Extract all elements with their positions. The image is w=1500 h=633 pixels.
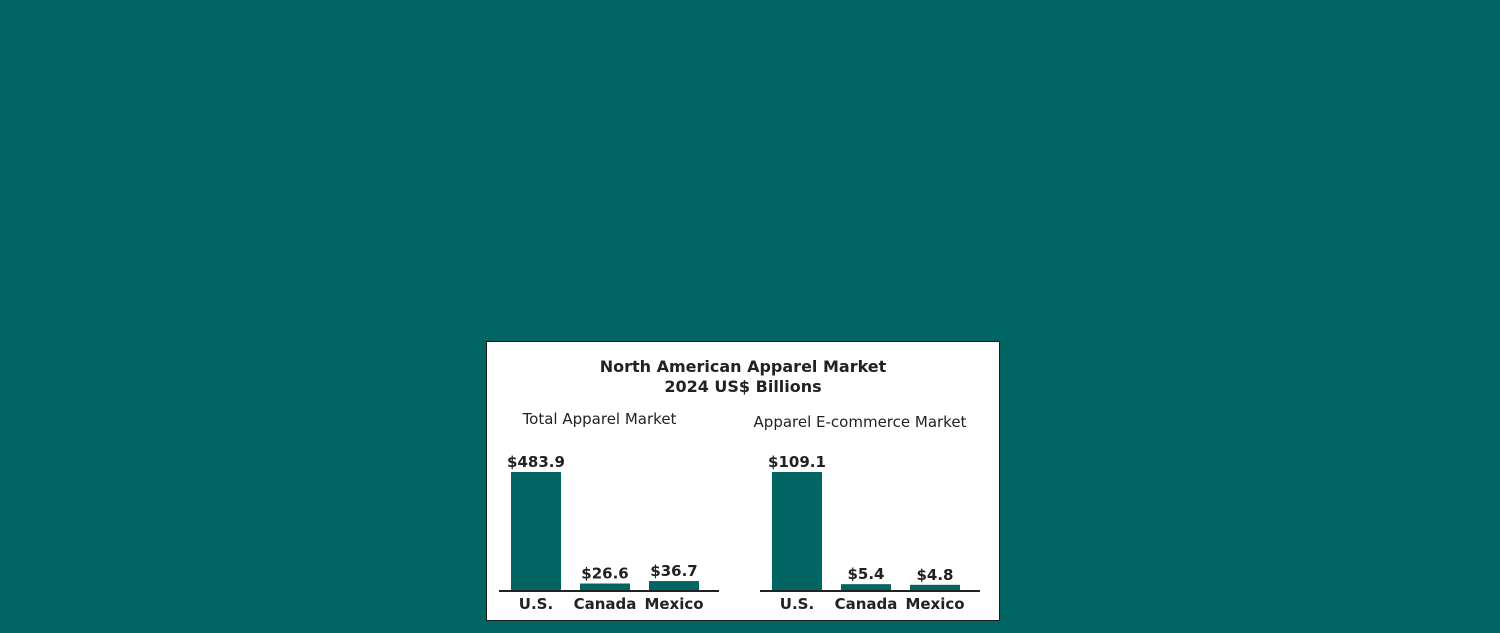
ecommerce-value-label: $4.8 xyxy=(916,566,953,584)
chart-title: North American Apparel Market xyxy=(599,357,887,376)
chart-subtitle: 2024 US$ Billions xyxy=(664,377,822,396)
total-value-label: $483.9 xyxy=(507,453,565,471)
ecommerce-bar-canada xyxy=(841,584,891,590)
right-chart-title: Apparel E-commerce Market xyxy=(753,413,967,431)
left-chart-title: Total Apparel Market xyxy=(522,410,677,428)
ecommerce-chart: $109.1 U.S. $5.4 Canada $4.8 Mexico xyxy=(760,453,980,613)
ecommerce-value-label: $5.4 xyxy=(847,565,884,583)
ecommerce-bar-us xyxy=(772,472,822,590)
total-bar-us xyxy=(511,472,561,590)
total-category-label: Mexico xyxy=(644,595,703,613)
ecommerce-value-label: $109.1 xyxy=(768,453,826,471)
total-value-label: $26.6 xyxy=(581,565,628,583)
total-apparel-chart: $483.9 U.S. $26.6 Canada $36.7 Mexico xyxy=(499,453,719,613)
ecommerce-category-label: U.S. xyxy=(780,595,814,613)
ecommerce-category-label: Canada xyxy=(835,595,898,613)
total-category-label: Canada xyxy=(574,595,637,613)
ecommerce-category-label: Mexico xyxy=(905,595,964,613)
total-category-label: U.S. xyxy=(519,595,553,613)
total-value-label: $36.7 xyxy=(650,562,697,580)
ecommerce-bar-mexico xyxy=(910,584,960,590)
total-bar-mexico xyxy=(649,581,699,590)
total-bar-canada xyxy=(580,583,630,590)
chart-panel: North American Apparel Market 2024 US$ B… xyxy=(486,341,1000,621)
